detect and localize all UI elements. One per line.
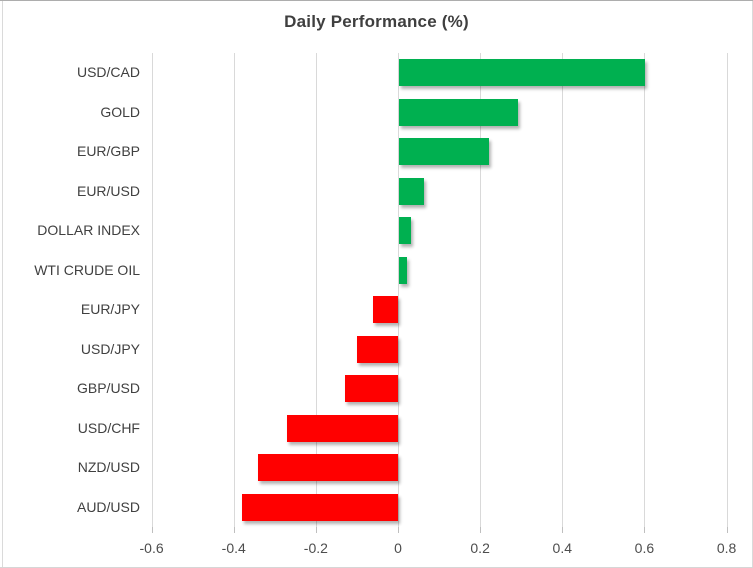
x-axis-tick-label: 0.6 (634, 540, 655, 556)
y-axis-label: EUR/USD (76, 182, 140, 199)
x-axis-tick-mark (233, 527, 235, 533)
y-axis-label: GBP/USD (76, 380, 140, 396)
bar-usd-chf (287, 414, 398, 442)
y-axis-label: DOLLAR INDEX (37, 222, 140, 238)
gridline-0.2 (480, 53, 482, 527)
bar-dollar-index (399, 217, 412, 245)
x-axis-tick-mark (151, 527, 153, 533)
chart-border-left (2, 1, 3, 567)
x-axis-tick-label: -0.6 (139, 540, 164, 556)
bar-eur-gbp (399, 138, 490, 166)
gridline-0.8 (726, 53, 728, 527)
y-axis-label: AUD/USD (76, 498, 140, 515)
bar-usd-jpy (356, 335, 398, 363)
chart-title: Daily Performance (%) (284, 12, 469, 31)
gridline--0.6 (151, 53, 153, 527)
x-axis-tick-label: 0 (394, 540, 402, 556)
x-axis-tick-mark (562, 527, 564, 533)
x-axis-tick-label: 0.8 (716, 540, 737, 556)
y-axis-label: USD/CHF (77, 419, 140, 436)
x-axis-tick-label: -0.2 (303, 540, 328, 556)
gridline-0.6 (644, 53, 646, 527)
x-axis-tick-label: -0.4 (221, 540, 246, 556)
bar-gold (399, 98, 519, 126)
bar-eur-jpy (373, 296, 398, 324)
x-axis-tick-label: 0.2 (470, 540, 490, 556)
x-axis-tick-label: 0.4 (552, 540, 572, 556)
x-axis-tick-mark (644, 527, 646, 533)
bar-wti-crude-oil (399, 256, 408, 284)
bar-eur-usd (399, 177, 424, 205)
gridline--0.4 (233, 53, 235, 527)
bar-usd-cad (399, 59, 646, 87)
y-axis-label: NZD/USD (77, 459, 140, 475)
x-axis-tick-mark (480, 527, 482, 533)
y-axis-label: USD/CAD (76, 64, 140, 80)
x-axis-tick-mark (398, 527, 399, 533)
y-axis-label: EUR/GBP (76, 143, 140, 159)
gridline--0.2 (315, 53, 317, 527)
gridline-0 (398, 53, 399, 527)
gridline-0.4 (562, 53, 564, 527)
bar-gbp-usd (344, 375, 398, 403)
bar-aud-usd (241, 493, 398, 521)
y-axis-label: GOLD (100, 103, 140, 120)
x-axis-tick-mark (726, 527, 728, 533)
y-axis-label: WTI CRUDE OIL (34, 261, 140, 278)
x-axis-tick-mark (315, 527, 317, 533)
plot-area (151, 53, 728, 533)
bar-nzd-usd (258, 454, 398, 482)
y-axis-label: EUR/JPY (80, 301, 140, 317)
y-axis-label: USD/JPY (80, 340, 140, 357)
